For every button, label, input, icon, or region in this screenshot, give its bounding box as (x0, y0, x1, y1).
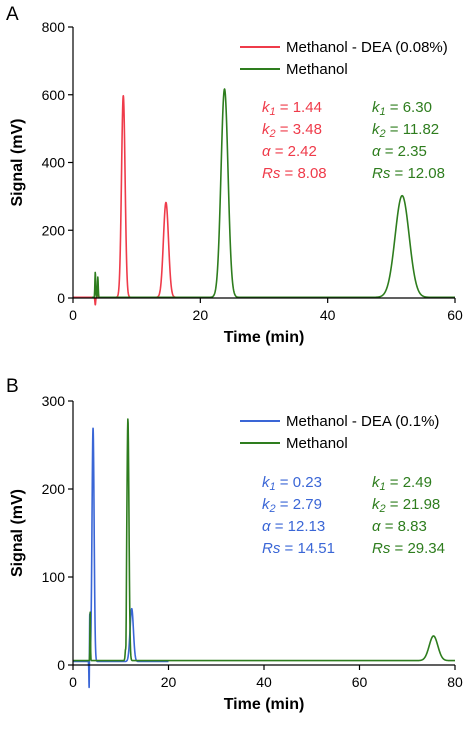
x-tick-label: 80 (447, 674, 463, 690)
x-tick-label: 0 (69, 674, 77, 690)
y-tick-label: 200 (42, 222, 66, 238)
x-axis-label: Time (min) (224, 329, 305, 346)
panel-label: B (6, 376, 19, 397)
stat-line: Rs = 29.34 (372, 540, 445, 557)
stat-line: α = 8.83 (372, 518, 427, 535)
x-tick-label: 20 (161, 674, 177, 690)
stat-line: k1 = 0.23 (262, 474, 322, 493)
stat-line: α = 12.13 (262, 518, 325, 535)
legend-entry: Methanol - DEA (0.1%) (286, 413, 439, 430)
stat-line: k1 = 1.44 (262, 99, 322, 118)
x-tick-label: 40 (256, 674, 272, 690)
stat-line: Rs = 12.08 (372, 165, 445, 182)
y-tick-label: 0 (57, 657, 65, 673)
x-tick-label: 60 (447, 307, 463, 323)
y-tick-label: 0 (57, 290, 65, 306)
series-line-1 (72, 95, 182, 306)
y-axis-label: Signal (mV) (9, 118, 26, 206)
chart-panel-a: A 0 200 400 600 800 0 20 40 60 Time (min) Signal (m… (6, 4, 463, 346)
y-tick-label: 200 (42, 481, 66, 497)
x-tick-label: 40 (320, 307, 336, 323)
y-tick-label: 100 (42, 569, 66, 585)
x-tick-label: 0 (69, 307, 77, 323)
y-tick-label: 600 (42, 87, 66, 103)
legend-entry: Methanol (286, 61, 348, 78)
stat-line: α = 2.42 (262, 143, 317, 160)
y-tick-label: 300 (42, 393, 66, 409)
y-tick-label: 800 (42, 19, 66, 35)
stat-line: α = 2.35 (372, 143, 427, 160)
series-line-1 (72, 427, 170, 689)
legend-entry: Methanol - DEA (0.08%) (286, 39, 448, 56)
stat-line: k1 = 6.30 (372, 99, 432, 118)
x-axis-label: Time (min) (224, 696, 305, 713)
series-line-2 (72, 418, 456, 662)
series-line-2 (91, 88, 456, 299)
stat-line: k1 = 2.49 (372, 474, 432, 493)
stat-line: Rs = 14.51 (262, 540, 335, 557)
y-tick-label: 400 (42, 155, 66, 171)
stat-line: k2 = 11.82 (372, 121, 439, 140)
panel-label: A (6, 4, 19, 25)
legend-entry: Methanol (286, 435, 348, 452)
y-axis-label: Signal (mV) (9, 489, 26, 577)
stat-line: k2 = 2.79 (262, 496, 322, 515)
stat-line: k2 = 21.98 (372, 496, 440, 515)
chart-panel-b: B 0 100 200 300 0 20 40 60 80 Time (min) Signal (mV… (6, 376, 463, 713)
x-tick-label: 60 (352, 674, 368, 690)
x-tick-label: 20 (193, 307, 209, 323)
stat-line: Rs = 8.08 (262, 165, 327, 182)
stat-line: k2 = 3.48 (262, 121, 322, 140)
